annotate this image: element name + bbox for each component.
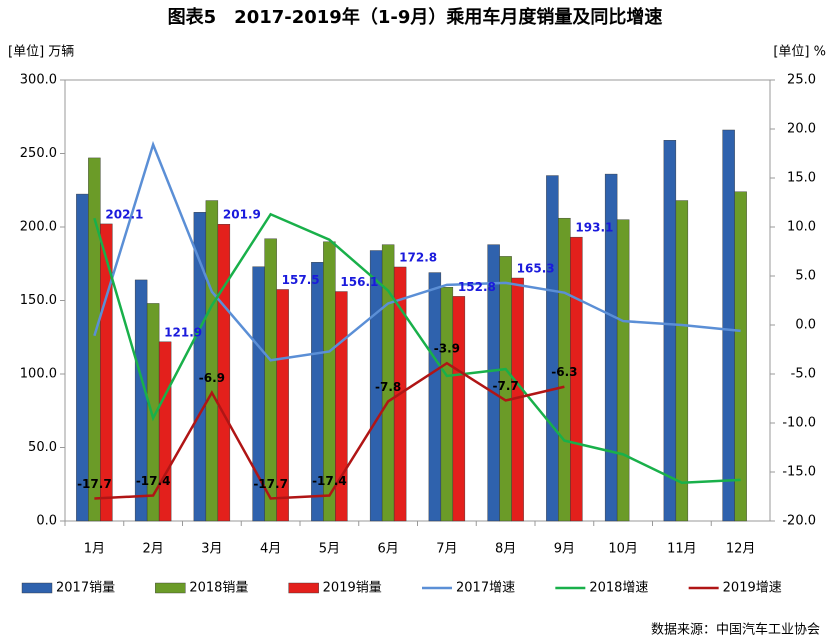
line-value-label: -17.4: [312, 474, 347, 488]
line: [93, 212, 741, 485]
bar-value-label: 156.1: [340, 275, 378, 289]
y2-tick-label: 25.0: [787, 73, 816, 88]
bar: [428, 272, 442, 522]
y2-tick-label: 5.0: [795, 269, 816, 284]
source: 数据来源：中国汽车工业协会: [651, 622, 820, 638]
bar: [100, 223, 113, 522]
bar-value-label: 157.5: [282, 273, 320, 287]
legend-swatch: [288, 582, 319, 594]
bar: [722, 129, 735, 522]
legend-swatch: [155, 582, 186, 594]
line-value-label: -7.8: [375, 380, 401, 394]
x-tick-label: 4月: [260, 542, 281, 557]
y2-tick-label: -20.0: [782, 514, 816, 529]
bar: [88, 157, 101, 522]
bar-value-label: 202.1: [105, 207, 143, 221]
y-tick-label: 50.0: [28, 440, 57, 455]
line-value-label: -6.3: [551, 365, 577, 379]
y-tick-label: 0.0: [36, 514, 57, 529]
line-value-label: -7.7: [493, 379, 519, 393]
y2-tick-label: -10.0: [782, 416, 816, 431]
x-tick-label: 12月: [726, 542, 756, 557]
bar: [276, 289, 289, 522]
bar-value-label: 193.1: [575, 221, 613, 235]
x-tick-label: 7月: [436, 542, 457, 557]
line-value-label: -3.9: [434, 342, 460, 356]
y-tick-label: 150.0: [20, 293, 57, 308]
y-tick-label: 200.0: [20, 220, 57, 235]
y2-axis-label: [单位] %: [773, 45, 826, 60]
legend-label: 2017增速: [456, 581, 515, 596]
bar: [217, 224, 231, 522]
x-tick-label: 1月: [84, 542, 105, 557]
bar-value-label: 165.3: [517, 262, 555, 276]
bar: [570, 236, 583, 522]
bar-value-label: 121.9: [164, 325, 202, 339]
x-tick-label: 6月: [377, 542, 398, 557]
legend-label: 2018销量: [189, 581, 248, 596]
legend-label: 2017销量: [56, 581, 115, 596]
x-tick-label: 10月: [608, 542, 638, 557]
legend-swatch: [21, 582, 53, 594]
x-tick-label: 2月: [142, 542, 163, 557]
y-axis-label: [单位] 万辆: [8, 45, 74, 60]
line: [93, 140, 741, 362]
x-tick-label: 8月: [495, 542, 516, 557]
x-tick-label: 5月: [319, 542, 340, 557]
x-tick-label: 11月: [667, 542, 697, 557]
line-value-label: -17.7: [253, 477, 288, 491]
y2-tick-label: -5.0: [791, 367, 816, 382]
x-tick-label: 3月: [201, 542, 222, 557]
legend-label: 2019增速: [723, 581, 782, 596]
bar: [440, 287, 454, 522]
bar: [546, 175, 559, 522]
y2-tick-label: 10.0: [787, 220, 816, 235]
y-tick-label: 250.0: [20, 146, 57, 161]
y2-tick-label: 20.0: [787, 122, 816, 137]
bar: [205, 200, 219, 522]
bar: [663, 140, 677, 522]
bar-value-label: 172.8: [399, 250, 437, 264]
legend-label: 2018增速: [589, 581, 648, 596]
bar: [616, 219, 630, 522]
x-tick-label: 9月: [554, 542, 575, 557]
y-tick-label: 100.0: [20, 367, 57, 382]
line-value-label: -17.4: [136, 474, 171, 488]
y-tick-label: 300.0: [20, 73, 57, 88]
bar: [675, 200, 689, 522]
line-value-label: -6.9: [199, 371, 225, 385]
y2-tick-label: 15.0: [787, 171, 816, 186]
bar: [335, 291, 348, 522]
y2-tick-label: -15.0: [782, 465, 816, 480]
bar: [158, 341, 172, 522]
y2-tick-label: 0.0: [795, 318, 816, 333]
bar: [452, 296, 466, 522]
legend-label: 2019销量: [323, 581, 382, 596]
bar-value-label: 152.8: [458, 280, 496, 294]
bar-value-label: 201.9: [223, 208, 261, 222]
chart-title: 图表5 2017-2019年（1-9月）乘用车月度销量及同比增速: [168, 6, 663, 28]
line: [94, 361, 565, 500]
bar: [734, 191, 747, 522]
bar: [76, 193, 89, 522]
line-value-label: -17.7: [77, 477, 112, 491]
